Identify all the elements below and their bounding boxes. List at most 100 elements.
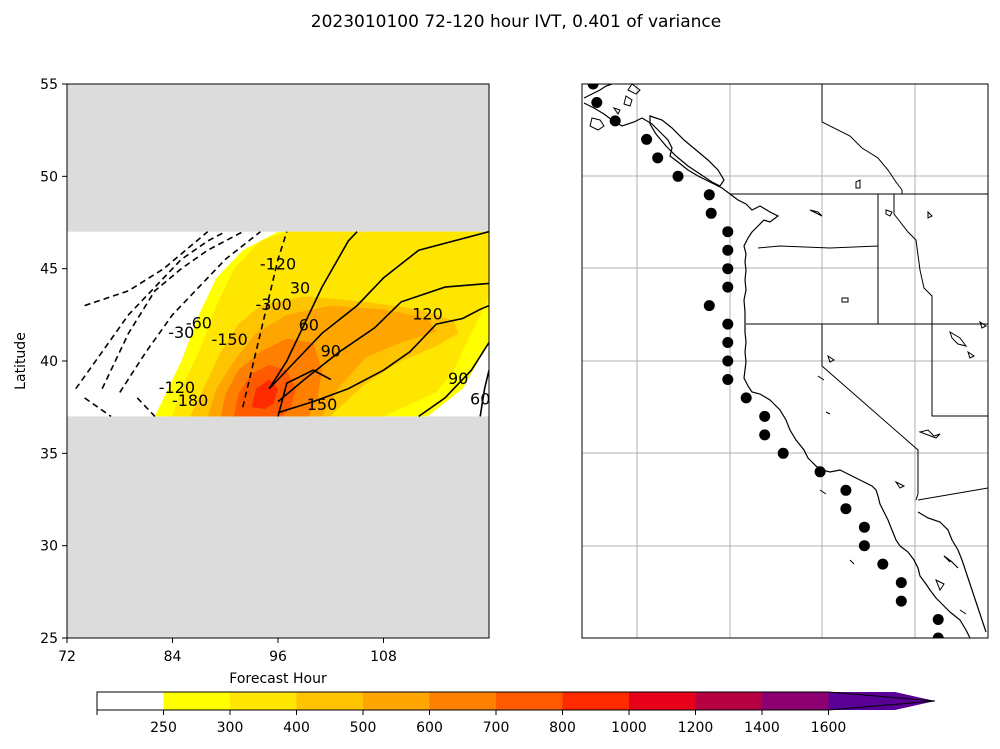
colorbar-tick-label: 1400 (744, 720, 780, 736)
contour-line (277, 369, 332, 417)
station-point (652, 152, 664, 164)
station-point (777, 447, 789, 459)
contour-label: -300 (255, 295, 291, 314)
station-point (740, 392, 752, 404)
contour-label: -150 (211, 330, 247, 349)
station-point (591, 97, 603, 108)
contour-line (75, 230, 226, 390)
colorbar-tick-label: 1600 (811, 720, 847, 736)
x-tick-label: 84 (164, 649, 182, 665)
colorbar-segment (230, 692, 297, 710)
y-tick-label: 45 (40, 262, 58, 278)
colorbar-segment (496, 692, 563, 710)
x-tick-label: 72 (58, 649, 76, 665)
y-axis-label: Latitude (13, 332, 29, 390)
y-axis-ticks: 25 30 35 40 45 50 55 (40, 77, 67, 647)
y-tick-label: 40 (40, 354, 58, 370)
colorbar-segment (629, 692, 696, 710)
left-panel: -30-60-120-120-150-180-30030609012015090… (13, 77, 490, 687)
contour-label: 60 (299, 315, 319, 334)
contour-label: 30 (290, 279, 310, 298)
station-point (932, 614, 944, 625)
colorbar-tick-label: 800 (549, 720, 576, 736)
station-point (877, 558, 889, 570)
state-borders (730, 84, 988, 501)
colorbar-outline (96, 691, 936, 711)
lakes (809, 179, 987, 615)
no-data-south (67, 416, 489, 638)
contour-label: -120 (159, 378, 195, 397)
station-point (722, 226, 734, 238)
contour-label: -60 (186, 314, 212, 333)
colorbar-segment (296, 692, 363, 710)
y-tick-label: 30 (40, 539, 58, 555)
station-point (840, 503, 852, 515)
station-point (722, 281, 734, 293)
contour-label: 60 (470, 389, 490, 408)
contour-layer: -30-60-120-120-150-180-30030609012015090… (75, 230, 490, 418)
colorbar-segment (163, 692, 230, 710)
station-point (587, 84, 599, 90)
colorbar-tick-label: 700 (483, 720, 510, 736)
coastline (583, 84, 971, 638)
contour-line (136, 397, 156, 417)
colorbar-tick-label: 300 (217, 720, 244, 736)
colorbar-tick-label: 600 (416, 720, 443, 736)
colorbar-tick-label: 1000 (611, 720, 647, 736)
no-data-region (67, 84, 489, 638)
colorbar-segment (363, 692, 430, 710)
colorbar-segment (562, 692, 629, 710)
contour-line (84, 397, 112, 418)
station-point (759, 429, 771, 441)
colorbar-segment (695, 692, 762, 710)
colorbar: 250 300 400 500 600 700 800 1000 1200 1400 1600 (96, 691, 936, 736)
y-tick-label: 50 (40, 169, 58, 185)
station-point (722, 244, 734, 256)
station-point (703, 189, 715, 201)
contour-line (84, 231, 209, 307)
station-point (641, 133, 653, 145)
station-point (932, 632, 944, 638)
sea-of-cortez-islands (935, 555, 951, 592)
map-gridlines (582, 84, 988, 638)
station-point (895, 577, 907, 589)
contour-label: 90 (321, 341, 341, 360)
contour-line (101, 230, 244, 390)
ivt-fill-layer (154, 231, 489, 417)
contour-label: -30 (168, 323, 194, 342)
colorbar-tick-label: 400 (283, 720, 310, 736)
y-tick-label: 25 (40, 631, 58, 647)
station-point (722, 337, 734, 348)
station-point (840, 484, 852, 496)
colorbar-segment (97, 692, 164, 710)
vancouver-island (649, 115, 725, 187)
colorbar-tick-label: 1200 (678, 720, 714, 736)
station-point (858, 521, 870, 533)
chart-title: 2023010100 72-120 hour IVT, 0.401 of var… (311, 12, 721, 32)
contour-line (277, 282, 489, 403)
station-point (722, 374, 734, 385)
station-point (722, 263, 734, 275)
colorbar-segment (762, 692, 829, 710)
y-tick-label: 35 (40, 446, 58, 462)
station-point (672, 170, 684, 182)
contour-line (268, 231, 358, 390)
contour-label: 150 (307, 395, 338, 414)
station-point (814, 466, 826, 478)
station-point (703, 300, 715, 312)
station-point (609, 115, 621, 127)
x-axis-label: Forecast Hour (229, 671, 327, 687)
x-axis-ticks: 72 84 96 108 (58, 638, 397, 665)
station-points (587, 84, 944, 638)
station-point (858, 540, 870, 552)
contour-line (479, 370, 489, 417)
no-data-north (67, 84, 489, 232)
contour-line (242, 231, 288, 408)
station-point (722, 355, 734, 367)
x-tick-label: 96 (269, 649, 287, 665)
islands (589, 84, 641, 131)
contour-label: 90 (448, 369, 468, 388)
colorbar-tick-label: 250 (150, 720, 177, 736)
contour-label: -180 (172, 391, 208, 410)
